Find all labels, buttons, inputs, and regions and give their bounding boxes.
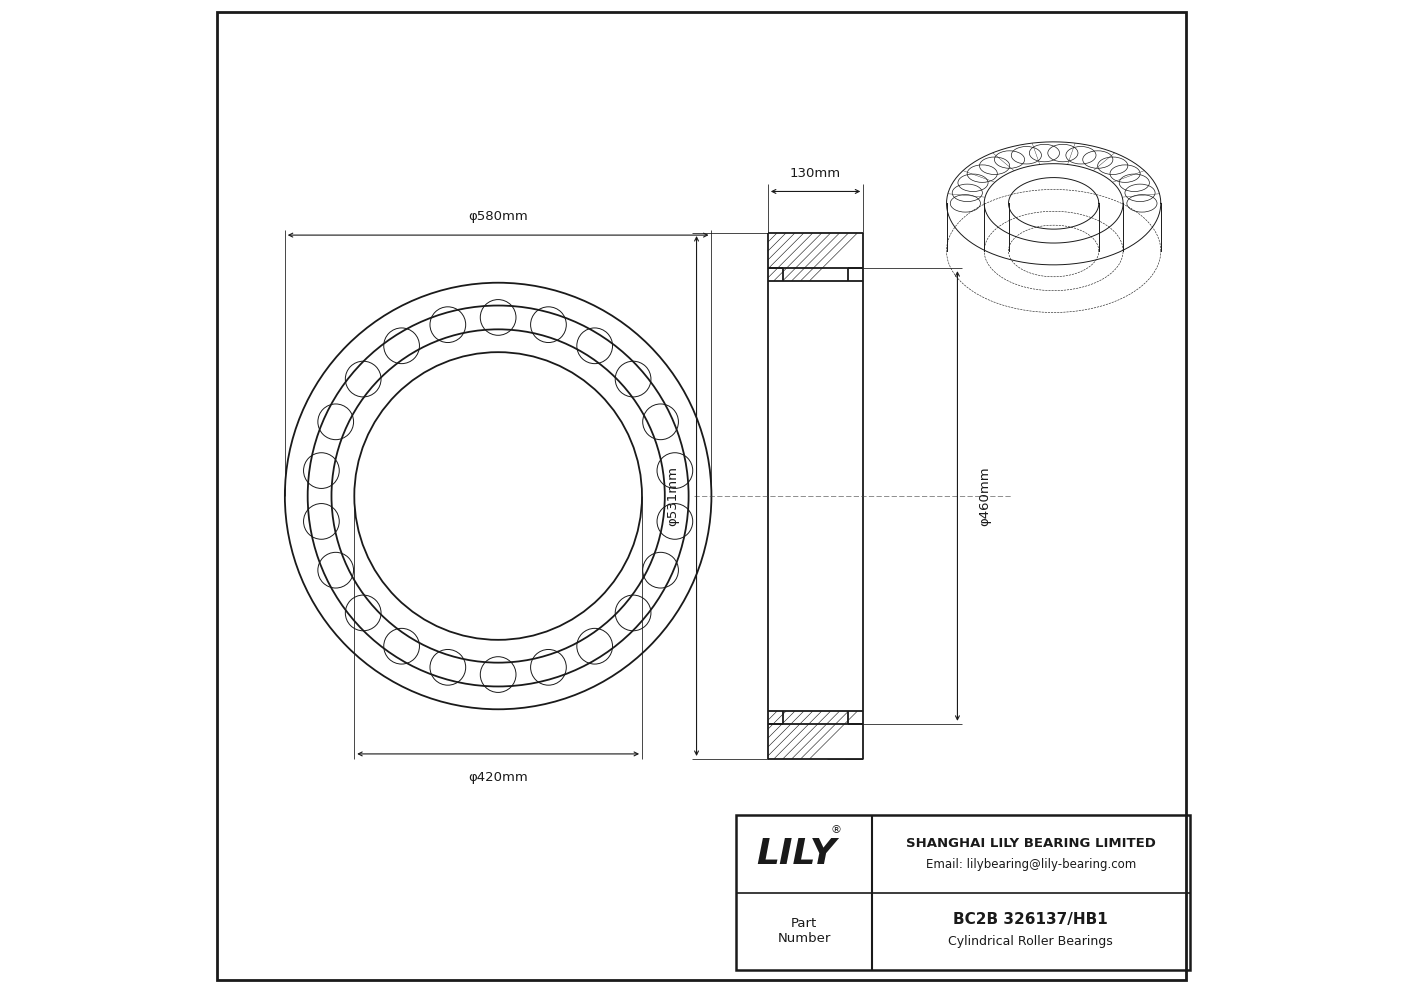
Text: LILY: LILY	[756, 837, 836, 871]
Text: φ460mm: φ460mm	[979, 466, 992, 526]
Text: 130mm: 130mm	[790, 167, 842, 180]
Text: BC2B 326137/HB1: BC2B 326137/HB1	[954, 912, 1108, 928]
Text: φ420mm: φ420mm	[469, 771, 528, 784]
Text: φ531mm: φ531mm	[666, 466, 679, 526]
Text: Part
Number: Part Number	[777, 918, 831, 945]
Text: Email: lilybearing@lily-bearing.com: Email: lilybearing@lily-bearing.com	[926, 857, 1136, 871]
Text: φ580mm: φ580mm	[469, 210, 528, 223]
Text: ®: ®	[831, 825, 842, 835]
Text: SHANGHAI LILY BEARING LIMITED: SHANGHAI LILY BEARING LIMITED	[906, 836, 1156, 850]
Bar	[737, 815, 1190, 970]
Text: Cylindrical Roller Bearings: Cylindrical Roller Bearings	[948, 934, 1113, 948]
